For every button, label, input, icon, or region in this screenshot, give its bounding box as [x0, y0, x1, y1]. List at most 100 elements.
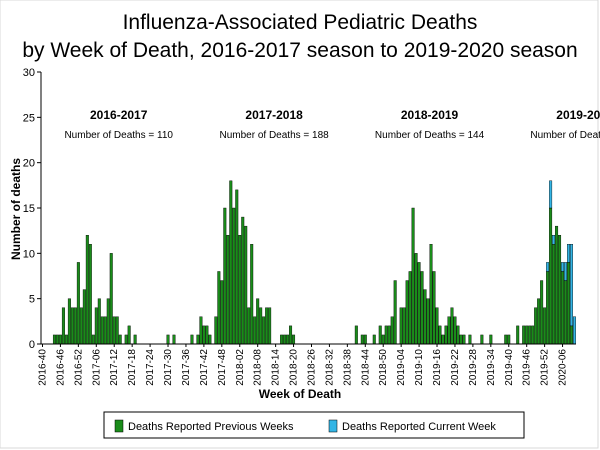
bar-previous-week: [52, 334, 56, 345]
bar-previous-week: [58, 334, 62, 345]
chart-title: Influenza-Associated Pediatric Deaths: [123, 11, 478, 34]
bar-previous-week: [64, 334, 68, 345]
bar-previous-week: [480, 334, 484, 345]
bar-previous-week: [214, 316, 218, 345]
bar-previous-week: [217, 271, 221, 345]
x-tick-label: 2019-16: [432, 349, 443, 386]
bar-previous-week: [432, 271, 436, 345]
x-tick-label: 2020-06: [558, 349, 569, 386]
bar-previous-week: [360, 334, 364, 345]
bar-previous-week: [531, 325, 535, 345]
bar-previous-week: [561, 271, 565, 345]
bar-previous-week: [525, 325, 529, 345]
x-tick-label: 2018-20: [289, 349, 300, 386]
x-tick-label: 2018-02: [235, 349, 246, 386]
bar-previous-week: [283, 334, 287, 345]
bar-previous-week: [423, 289, 427, 345]
bar-previous-week: [202, 325, 206, 345]
x-tick-label: 2017-36: [181, 349, 192, 386]
bar-previous-week: [85, 234, 89, 345]
bar-previous-week: [459, 334, 463, 345]
bar-previous-week: [420, 271, 424, 345]
y-tick-label: 0: [29, 339, 35, 351]
x-tick-label: 2016-46: [55, 349, 66, 386]
bar-previous-week: [241, 216, 245, 345]
x-tick-label: 2018-44: [360, 349, 371, 386]
bar-previous-week: [106, 298, 110, 345]
x-tick-label: 2019-28: [468, 349, 479, 386]
y-tick-label: 20: [23, 158, 35, 170]
x-tick-label: 2018-32: [324, 349, 335, 386]
bar-series: [52, 180, 576, 345]
y-tick-label: 25: [23, 112, 35, 124]
bar-current-week: [570, 244, 574, 327]
bar-previous-week: [564, 280, 568, 345]
chart-subtitle: by Week of Death, 2016-2017 season to 20…: [22, 39, 577, 62]
bar-previous-week: [292, 334, 296, 345]
bar-previous-week: [232, 207, 236, 345]
bar-previous-week: [133, 334, 137, 345]
bar-previous-week: [190, 334, 194, 345]
x-tick-label: 2019-04: [396, 349, 407, 386]
bar-previous-week: [103, 316, 107, 345]
legend-box: [103, 411, 525, 439]
bar-previous-week: [456, 325, 460, 345]
bar-previous-week: [112, 316, 116, 345]
bar-previous-week: [516, 325, 520, 345]
bar-previous-week: [528, 325, 532, 345]
bar-previous-week: [489, 334, 493, 345]
bar-previous-week: [115, 316, 119, 345]
bar-previous-week: [462, 334, 466, 345]
bar-previous-week: [534, 307, 538, 345]
bar-previous-week: [408, 271, 412, 345]
y-axis: 0 5 10 15 20 25 30: [23, 67, 42, 351]
bar-previous-week: [259, 307, 263, 345]
bar-previous-week: [208, 334, 212, 345]
bar-previous-week: [399, 307, 403, 345]
x-tick-label: 2017-12: [109, 349, 120, 386]
bar-previous-week: [417, 262, 421, 345]
x-tick-label: 2017-18: [127, 349, 138, 386]
season-label: 2018-2019: [401, 108, 459, 122]
bar-previous-week: [109, 253, 113, 345]
bar-previous-week: [555, 225, 559, 345]
bar-current-week: [549, 180, 553, 209]
x-tick-label: 2019-10: [414, 349, 425, 386]
bar-previous-week: [426, 298, 430, 345]
x-tick-label: 2019-22: [450, 349, 461, 386]
x-tick-label: 2016-40: [37, 349, 48, 386]
bar-current-week: [561, 262, 565, 272]
bar-previous-week: [381, 334, 385, 345]
season-label: 2016-2017: [90, 108, 148, 122]
x-tick-label: 2018-50: [378, 349, 389, 386]
bar-previous-week: [390, 316, 394, 345]
x-tick-label: 2018-26: [306, 349, 317, 386]
bar-previous-week: [118, 334, 122, 345]
bar-previous-week: [387, 325, 391, 345]
bar-previous-week: [411, 207, 415, 345]
y-tick-label: 5: [29, 294, 35, 306]
x-tick-label: 2019-46: [522, 349, 533, 386]
y-tick-label: 30: [23, 67, 35, 79]
bar-previous-week: [546, 271, 550, 345]
bar-previous-week: [124, 334, 128, 345]
bar-previous-week: [262, 316, 266, 345]
bar-previous-week: [61, 307, 65, 345]
bar-previous-week: [265, 307, 269, 345]
bar-previous-week: [280, 334, 284, 345]
bar-previous-week: [76, 262, 80, 345]
bar-previous-week: [537, 298, 541, 345]
bar-previous-week: [256, 298, 260, 345]
bar-previous-week: [543, 307, 547, 345]
x-tick-label: 2017-42: [199, 349, 210, 386]
bar-previous-week: [567, 262, 571, 345]
x-tick-label: 2018-08: [253, 349, 264, 386]
legend-swatch-previous: [114, 419, 124, 433]
season-annotations: 2016-2017 Number of Deaths = 110 2017-2018…: [64, 108, 600, 141]
x-tick-label: 2019-34: [486, 349, 497, 386]
bar-previous-week: [286, 334, 290, 345]
bar-previous-week: [441, 334, 445, 345]
x-axis: 2016-40 2016-46 2016-52 2017-06 2017-12 2017-…: [37, 343, 576, 386]
legend-label-previous: Deaths Reported Previous Weeks: [128, 421, 294, 433]
